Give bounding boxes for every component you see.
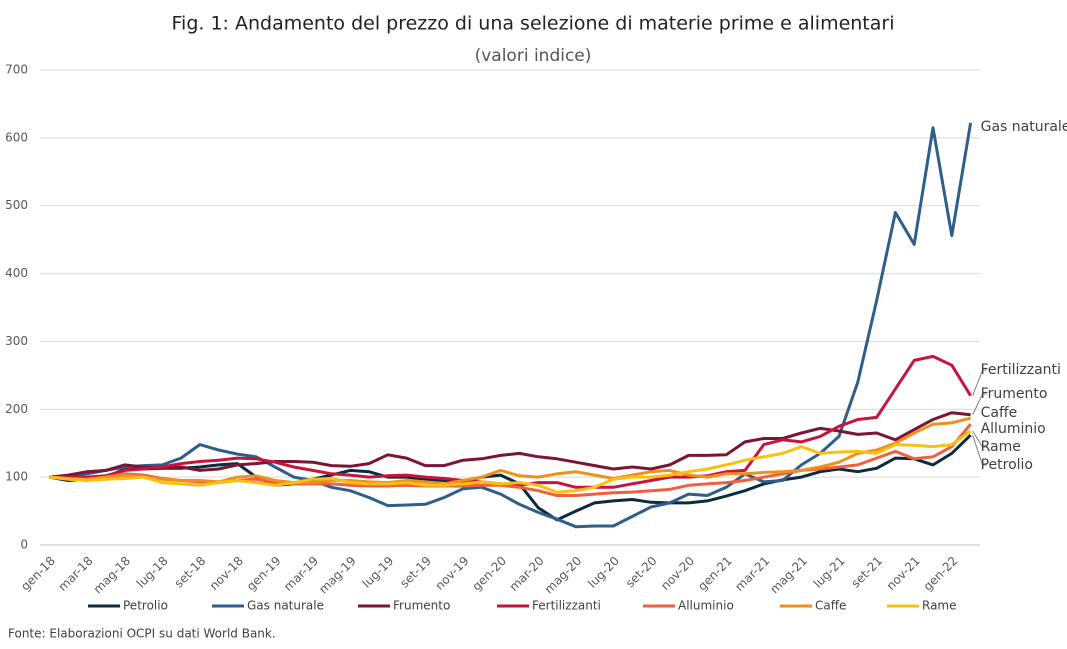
x-tick-label: gen-20 xyxy=(469,554,509,594)
legend-label: Frumento xyxy=(393,599,450,613)
x-tick-label: lug-19 xyxy=(360,554,397,591)
end-label: Fertilizzanti xyxy=(981,362,1061,378)
x-tick-label: gen-19 xyxy=(244,554,284,594)
x-tick-label: mag-21 xyxy=(767,554,810,597)
legend-label: Fertilizzanti xyxy=(532,599,601,613)
end-label: Frumento xyxy=(981,386,1048,402)
x-tick-label: mar-20 xyxy=(507,554,547,594)
x-tick-label: mag-18 xyxy=(91,554,134,597)
series-line xyxy=(49,429,972,494)
x-tick-label: lug-18 xyxy=(134,554,171,591)
end-label: Alluminio xyxy=(981,421,1046,437)
x-tick-label: mag-19 xyxy=(316,554,359,597)
x-tick-label: mar-18 xyxy=(55,554,95,594)
x-tick-label: set-21 xyxy=(848,554,885,591)
end-label: Rame xyxy=(981,439,1021,455)
legend-label: Petrolio xyxy=(123,599,168,613)
y-tick-label: 400 xyxy=(5,266,28,280)
series-line xyxy=(49,122,973,529)
leader-line xyxy=(972,434,987,466)
x-tick-label: nov-21 xyxy=(884,554,923,593)
leader-line xyxy=(972,430,987,448)
x-tick-label: gen-21 xyxy=(695,554,735,594)
y-tick-label: 0 xyxy=(20,538,28,552)
x-tick-label: lug-20 xyxy=(585,554,622,591)
x-tick-label: set-20 xyxy=(623,554,660,591)
legend-label: Rame xyxy=(922,599,957,613)
legend-label: Alluminio xyxy=(678,599,734,613)
x-tick-label: set-18 xyxy=(172,554,209,591)
x-tick-label: gen-18 xyxy=(18,554,58,594)
chart-subtitle: (valori indice) xyxy=(475,46,592,66)
end-label: Petrolio xyxy=(981,457,1033,473)
series-line xyxy=(49,411,971,479)
x-tick-label: set-19 xyxy=(397,554,434,591)
end-label: Gas naturale xyxy=(981,119,1067,135)
series-line xyxy=(49,416,971,486)
x-tick-label: nov-19 xyxy=(432,554,471,593)
y-tick-label: 100 xyxy=(5,470,28,484)
leader-line xyxy=(972,369,987,396)
end-label: Caffe xyxy=(981,405,1018,421)
x-tick-label: mag-20 xyxy=(542,554,585,597)
legend-label: Gas naturale xyxy=(247,599,324,613)
y-tick-label: 600 xyxy=(5,130,28,144)
x-tick-label: nov-20 xyxy=(658,554,697,593)
x-tick-label: mar-19 xyxy=(281,554,321,594)
leader-line xyxy=(972,393,987,415)
source-note: Fonte: Elaborazioni OCPI su dati World B… xyxy=(8,627,276,641)
y-tick-label: 500 xyxy=(5,198,28,212)
y-tick-label: 200 xyxy=(5,402,28,416)
legend-label: Caffe xyxy=(815,599,846,613)
y-tick-label: 700 xyxy=(5,63,28,77)
chart-title: Fig. 1: Andamento del prezzo di una sele… xyxy=(172,13,895,35)
x-tick-label: lug-21 xyxy=(811,554,848,591)
x-tick-label: mar-21 xyxy=(732,554,772,594)
series-line xyxy=(49,434,972,522)
x-tick-label: nov-18 xyxy=(207,554,246,593)
y-tick-label: 300 xyxy=(5,334,28,348)
x-tick-label: gen-22 xyxy=(921,554,961,594)
